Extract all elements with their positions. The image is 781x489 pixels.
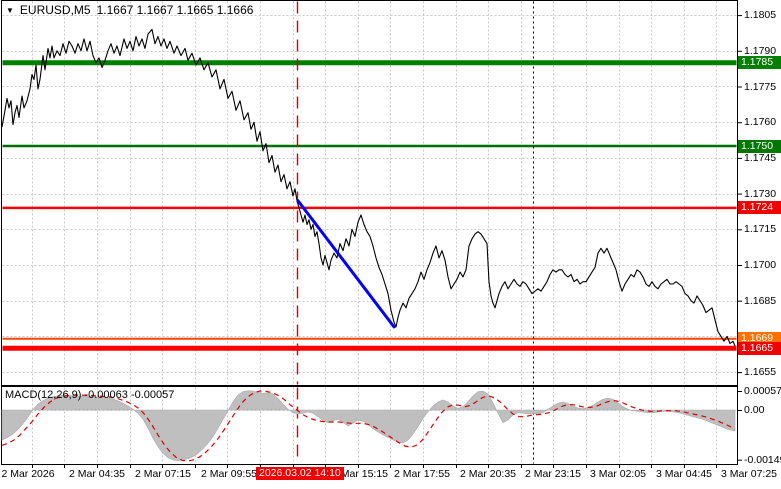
time-axis-label: 3 Mar 02:05 — [589, 468, 647, 480]
macd-histogram — [1, 390, 736, 462]
ohlc-quotes-label: 1.1667 1.1667 1.1665 1.1666 — [96, 3, 254, 17]
symbol-period-label: EURUSD,M5 — [19, 3, 91, 17]
time-axis-label: 2 Mar 04:35 — [68, 468, 126, 480]
price-line — [1, 28, 736, 347]
time-axis-label: 2 Mar 09:55 — [200, 468, 258, 480]
price-axis[interactable]: 1.1805 1.1790 1.1775 1.1760 1.1745 1.1730 1.17… — [738, 0, 781, 466]
price-axis-label: 1.1685 — [744, 294, 777, 307]
macd-signal-line — [1, 390, 736, 462]
price-axis-label: 1.1745 — [744, 151, 777, 164]
time-axis-label: 3 Mar 07:25 — [720, 468, 778, 480]
time-axis-label: 2 Mar 15:15 — [331, 468, 389, 480]
time-axis-label: 2 Mar 17:55 — [393, 468, 451, 480]
time-axis-label: 2 Mar 07:15 — [134, 468, 192, 480]
price-level-badge: 1.1665 — [738, 341, 781, 355]
macd-axis-label: 0.00057 — [744, 385, 781, 397]
price-level-badge: 1.1785 — [738, 56, 781, 70]
main-pane[interactable] — [1, 0, 738, 386]
price-axis-label: 1.1730 — [744, 187, 777, 200]
symbol-dropdown-icon[interactable]: ▼ — [6, 6, 14, 15]
price-axis-label: 1.1760 — [744, 116, 777, 129]
time-axis-label: 2 Mar 23:15 — [524, 468, 582, 480]
macd-axis-label: -0.00149 — [744, 453, 781, 466]
time-axis-label: 2 Mar 2026 — [1, 468, 55, 480]
price-axis-label: 1.1775 — [744, 80, 777, 93]
trendline[interactable] — [296, 199, 396, 329]
time-marker-badge: 2026.03.02 14:10 — [256, 467, 344, 480]
chart-header: ▼ EURUSD,M5 1.1667 1.1667 1.1665 1.1666 — [6, 3, 253, 17]
macd-indicator-label: MACD(12,26,9) -0.00063 -0.00057 — [5, 389, 175, 401]
price-level-badge: 1.1724 — [738, 201, 781, 215]
time-axis-label: 2 Mar 20:35 — [459, 468, 517, 480]
time-axis[interactable]: 2 Mar 2026 2 Mar 04:35 2 Mar 07:15 2 Mar 09… — [0, 465, 781, 489]
macd-axis-label: 0.00 — [744, 404, 765, 416]
price-axis-label: 1.1700 — [744, 259, 777, 271]
price-axis-label: 1.1715 — [744, 223, 777, 236]
price-level-badge: 1.1750 — [738, 139, 781, 153]
price-axis-label: 1.1790 — [744, 44, 777, 57]
price-axis-label: 1.1805 — [744, 9, 777, 22]
time-axis-label: 3 Mar 04:45 — [655, 468, 713, 480]
price-axis-label: 1.1655 — [744, 366, 777, 379]
